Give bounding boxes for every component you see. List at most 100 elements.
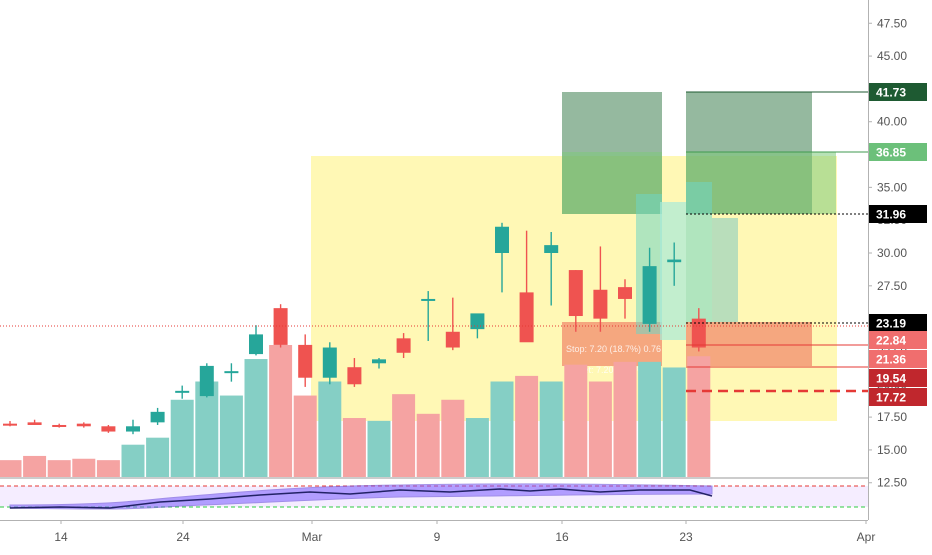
volume-bar [687, 356, 711, 477]
price-label-text: 41.73 [876, 86, 906, 100]
x-tick-label: 16 [555, 530, 569, 544]
price-label: 22.84 [869, 331, 927, 349]
volume-bar [539, 381, 563, 477]
price-label-bg [869, 83, 927, 101]
volume-bar [219, 395, 243, 477]
x-tick-label: 24 [176, 530, 190, 544]
candle-body [249, 334, 263, 355]
candle-body [27, 422, 42, 425]
x-tick-label: 14 [54, 530, 68, 544]
volume-bar [515, 375, 539, 477]
price-label-bg [869, 205, 927, 223]
price-label-text: 36.85 [876, 146, 906, 160]
candle-body [372, 359, 386, 364]
volume-bar [342, 418, 366, 477]
y-tick-label: 47.50 [877, 16, 907, 30]
price-label: 21.36 [869, 350, 927, 368]
x-tick-label: Apr [857, 530, 876, 544]
price-label-bg [869, 143, 927, 161]
candle-body [519, 292, 534, 343]
price-label: 41.73 [869, 83, 927, 101]
position-box-3 [686, 182, 712, 322]
volume-bar [96, 460, 120, 477]
price-label-text: 19.54 [876, 372, 906, 386]
candle-body [642, 266, 657, 324]
volume-bar [269, 345, 293, 477]
price-label: 19.54 [869, 369, 927, 387]
volume-bar [146, 437, 170, 477]
candle-body [175, 390, 190, 393]
y-tick-label: 17.50 [877, 410, 907, 424]
candle-body [273, 308, 288, 345]
volume-bar [638, 361, 662, 477]
candle-body [150, 411, 165, 423]
price-label-bg [869, 314, 927, 332]
price-label: 23.19 [869, 314, 927, 332]
price-label-bg [869, 369, 927, 387]
position-box-2 [660, 202, 686, 340]
price-label-bg [869, 331, 927, 349]
candle-body [298, 344, 313, 378]
volume-bar [121, 444, 145, 477]
candle-body [568, 270, 583, 317]
candle-body [52, 424, 67, 427]
candle-body [76, 423, 91, 427]
volume-bar [170, 399, 194, 477]
candle-body [199, 365, 214, 397]
candle-body [322, 347, 337, 378]
volume-bar [613, 361, 637, 477]
candle-body [396, 338, 411, 353]
candle-body [421, 298, 436, 301]
candle-body [470, 313, 485, 330]
candle-body [667, 259, 682, 263]
volume-bar [72, 458, 96, 477]
price-label-bg [869, 388, 927, 406]
candle-body [618, 287, 632, 299]
overlay-target-text: Target: 7.20 (37.6%) [566, 365, 648, 375]
x-tick-label: 9 [434, 530, 441, 544]
position-box-4 [712, 218, 738, 322]
price-label: 31.96 [869, 205, 927, 223]
y-tick-label: 30.00 [877, 246, 907, 260]
indicator-line [9, 488, 713, 509]
volume-bar [441, 399, 465, 477]
y-tick-label: 45.00 [877, 49, 907, 63]
y-tick-label: 15.00 [877, 443, 907, 457]
price-label-text: 31.96 [876, 208, 906, 222]
volume-bar [23, 455, 47, 477]
price-label-bg [869, 350, 927, 368]
candle-body [544, 245, 559, 253]
candle-body [3, 423, 17, 426]
y-tick-label: 40.00 [877, 115, 907, 129]
volume-bar [47, 460, 71, 477]
volume-bar [0, 460, 22, 477]
volume-bar [293, 395, 317, 477]
volume-bar [195, 381, 219, 477]
candle-body [224, 371, 239, 374]
x-tick-label: 23 [679, 530, 693, 544]
volume-bar [662, 367, 686, 477]
volume-bar [465, 418, 489, 477]
overlay-stop-text: Stop: 7.20 (18.7%) 0.76 [566, 344, 661, 354]
y-tick-label: 35.00 [877, 180, 907, 194]
candle-body [126, 426, 140, 432]
y-tick-label: 27.50 [877, 279, 907, 293]
volume-bar [318, 381, 342, 477]
price-label-text: 23.19 [876, 317, 906, 331]
volume-bar [416, 413, 440, 477]
candle-body [347, 367, 362, 385]
candle-body [593, 289, 608, 319]
volume-bar [244, 359, 268, 477]
x-tick-label: Mar [302, 530, 323, 544]
volume-bar [367, 420, 391, 477]
price-label: 36.85 [869, 143, 927, 161]
price-label-text: 21.36 [876, 353, 906, 367]
candle-body [101, 426, 116, 432]
price-label-text: 17.72 [876, 391, 906, 405]
volume-bar [392, 394, 416, 477]
volume-bar [490, 381, 514, 477]
price-label: 17.72 [869, 388, 927, 406]
candle-body [445, 331, 460, 348]
